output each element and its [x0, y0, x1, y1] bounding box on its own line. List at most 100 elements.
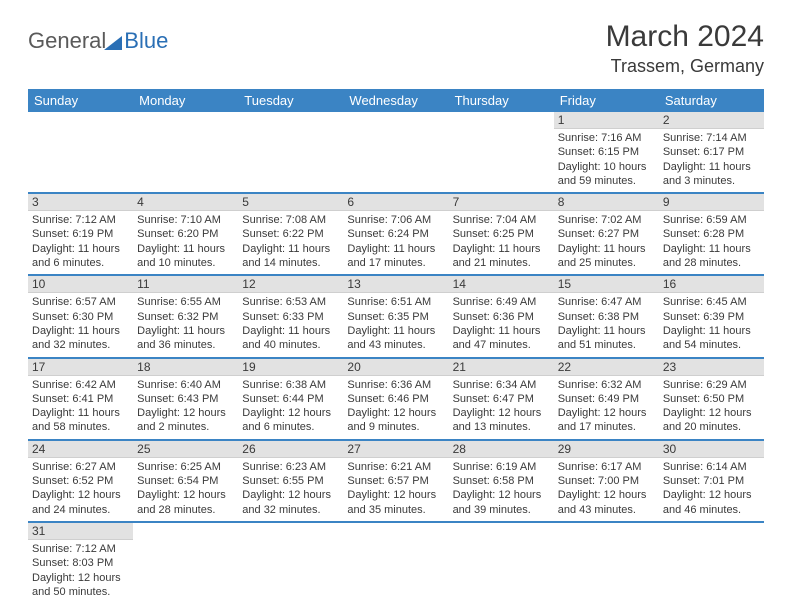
daylight-line2: and 25 minutes.	[558, 256, 655, 270]
daylight-line1: Daylight: 11 hours	[663, 160, 760, 174]
daylight-line1: Daylight: 12 hours	[137, 488, 234, 502]
day-cell: 20Sunrise: 6:36 AMSunset: 6:46 PMDayligh…	[343, 358, 448, 440]
day-number: 21	[449, 359, 554, 376]
day-cell: 5Sunrise: 7:08 AMSunset: 6:22 PMDaylight…	[238, 193, 343, 275]
dow-sunday: Sunday	[28, 89, 133, 112]
sunrise-text: Sunrise: 6:38 AM	[242, 378, 339, 392]
empty-cell: ..	[554, 522, 659, 603]
day-number: 16	[659, 276, 764, 293]
sunset-text: Sunset: 6:36 PM	[453, 310, 550, 324]
daylight-line2: and 17 minutes.	[347, 256, 444, 270]
sunset-text: Sunset: 6:39 PM	[663, 310, 760, 324]
daylight-line1: Daylight: 11 hours	[663, 324, 760, 338]
day-number: 12	[238, 276, 343, 293]
daylight-line2: and 58 minutes.	[32, 420, 129, 434]
day-number: 27	[343, 441, 448, 458]
daylight-line1: Daylight: 11 hours	[32, 324, 129, 338]
day-cell: 29Sunrise: 6:17 AMSunset: 7:00 PMDayligh…	[554, 440, 659, 522]
day-cell: 11Sunrise: 6:55 AMSunset: 6:32 PMDayligh…	[133, 275, 238, 357]
daylight-line2: and 54 minutes.	[663, 338, 760, 352]
daylight-line2: and 35 minutes.	[347, 503, 444, 517]
day-details: Sunrise: 6:47 AMSunset: 6:38 PMDaylight:…	[554, 293, 659, 356]
sunset-text: Sunset: 6:24 PM	[347, 227, 444, 241]
daylight-line1: Daylight: 10 hours	[558, 160, 655, 174]
title-block: March 2024 Trassem, Germany	[606, 20, 764, 77]
sunrise-text: Sunrise: 6:59 AM	[663, 213, 760, 227]
sunrise-text: Sunrise: 6:55 AM	[137, 295, 234, 309]
sunrise-text: Sunrise: 7:10 AM	[137, 213, 234, 227]
daylight-line2: and 32 minutes.	[32, 338, 129, 352]
sunset-text: Sunset: 6:46 PM	[347, 392, 444, 406]
header: General Blue March 2024 Trassem, Germany	[28, 20, 764, 77]
day-details: Sunrise: 6:51 AMSunset: 6:35 PMDaylight:…	[343, 293, 448, 356]
daylight-line2: and 9 minutes.	[347, 420, 444, 434]
day-cell: 31Sunrise: 7:12 AMSunset: 8:03 PMDayligh…	[28, 522, 133, 603]
day-cell: 14Sunrise: 6:49 AMSunset: 6:36 PMDayligh…	[449, 275, 554, 357]
day-details: Sunrise: 6:53 AMSunset: 6:33 PMDaylight:…	[238, 293, 343, 356]
day-number: 18	[133, 359, 238, 376]
daylight-line1: Daylight: 12 hours	[32, 488, 129, 502]
daylight-line2: and 17 minutes.	[558, 420, 655, 434]
sunrise-text: Sunrise: 7:04 AM	[453, 213, 550, 227]
day-details: Sunrise: 6:36 AMSunset: 6:46 PMDaylight:…	[343, 376, 448, 439]
day-details: Sunrise: 6:17 AMSunset: 7:00 PMDaylight:…	[554, 458, 659, 521]
sunset-text: Sunset: 6:28 PM	[663, 227, 760, 241]
day-cell: 6Sunrise: 7:06 AMSunset: 6:24 PMDaylight…	[343, 193, 448, 275]
sunset-text: Sunset: 6:20 PM	[137, 227, 234, 241]
daylight-line2: and 28 minutes.	[137, 503, 234, 517]
daylight-line1: Daylight: 11 hours	[453, 242, 550, 256]
day-details: Sunrise: 7:12 AMSunset: 8:03 PMDaylight:…	[28, 540, 133, 603]
day-cell: 4Sunrise: 7:10 AMSunset: 6:20 PMDaylight…	[133, 193, 238, 275]
sunset-text: Sunset: 6:41 PM	[32, 392, 129, 406]
daylight-line1: Daylight: 12 hours	[663, 406, 760, 420]
day-number: 9	[659, 194, 764, 211]
sunrise-text: Sunrise: 7:14 AM	[663, 131, 760, 145]
sunset-text: Sunset: 6:47 PM	[453, 392, 550, 406]
daylight-line2: and 39 minutes.	[453, 503, 550, 517]
sunrise-text: Sunrise: 6:29 AM	[663, 378, 760, 392]
dow-thursday: Thursday	[449, 89, 554, 112]
sunrise-text: Sunrise: 6:14 AM	[663, 460, 760, 474]
day-cell: 28Sunrise: 6:19 AMSunset: 6:58 PMDayligh…	[449, 440, 554, 522]
daylight-line1: Daylight: 11 hours	[347, 324, 444, 338]
daylight-line2: and 13 minutes.	[453, 420, 550, 434]
daylight-line1: Daylight: 11 hours	[242, 324, 339, 338]
logo-triangle-icon	[104, 36, 122, 50]
sunrise-text: Sunrise: 6:19 AM	[453, 460, 550, 474]
sunrise-text: Sunrise: 7:08 AM	[242, 213, 339, 227]
daylight-line1: Daylight: 12 hours	[558, 406, 655, 420]
day-cell: 19Sunrise: 6:38 AMSunset: 6:44 PMDayligh…	[238, 358, 343, 440]
day-details: Sunrise: 6:27 AMSunset: 6:52 PMDaylight:…	[28, 458, 133, 521]
daylight-line1: Daylight: 12 hours	[242, 488, 339, 502]
sunrise-text: Sunrise: 6:34 AM	[453, 378, 550, 392]
week-row: 24Sunrise: 6:27 AMSunset: 6:52 PMDayligh…	[28, 440, 764, 522]
week-row: 10Sunrise: 6:57 AMSunset: 6:30 PMDayligh…	[28, 275, 764, 357]
day-cell: 27Sunrise: 6:21 AMSunset: 6:57 PMDayligh…	[343, 440, 448, 522]
day-cell: 21Sunrise: 6:34 AMSunset: 6:47 PMDayligh…	[449, 358, 554, 440]
sunset-text: Sunset: 6:38 PM	[558, 310, 655, 324]
location-label: Trassem, Germany	[606, 56, 764, 77]
sunrise-text: Sunrise: 7:16 AM	[558, 131, 655, 145]
day-details: Sunrise: 6:59 AMSunset: 6:28 PMDaylight:…	[659, 211, 764, 274]
week-row: 17Sunrise: 6:42 AMSunset: 6:41 PMDayligh…	[28, 358, 764, 440]
day-details: Sunrise: 6:40 AMSunset: 6:43 PMDaylight:…	[133, 376, 238, 439]
day-cell: 7Sunrise: 7:04 AMSunset: 6:25 PMDaylight…	[449, 193, 554, 275]
daylight-line2: and 59 minutes.	[558, 174, 655, 188]
empty-cell: ..	[343, 522, 448, 603]
dow-friday: Friday	[554, 89, 659, 112]
sunrise-text: Sunrise: 6:27 AM	[32, 460, 129, 474]
sunrise-text: Sunrise: 7:06 AM	[347, 213, 444, 227]
sunrise-text: Sunrise: 7:12 AM	[32, 213, 129, 227]
daylight-line2: and 40 minutes.	[242, 338, 339, 352]
sunset-text: Sunset: 6:44 PM	[242, 392, 339, 406]
day-cell: 24Sunrise: 6:27 AMSunset: 6:52 PMDayligh…	[28, 440, 133, 522]
day-number: 26	[238, 441, 343, 458]
daylight-line1: Daylight: 12 hours	[558, 488, 655, 502]
day-cell: 17Sunrise: 6:42 AMSunset: 6:41 PMDayligh…	[28, 358, 133, 440]
day-details: Sunrise: 6:25 AMSunset: 6:54 PMDaylight:…	[133, 458, 238, 521]
empty-cell: ..	[659, 522, 764, 603]
day-number: 4	[133, 194, 238, 211]
daylight-line1: Daylight: 11 hours	[32, 406, 129, 420]
day-number: 5	[238, 194, 343, 211]
day-number: 1	[554, 112, 659, 129]
